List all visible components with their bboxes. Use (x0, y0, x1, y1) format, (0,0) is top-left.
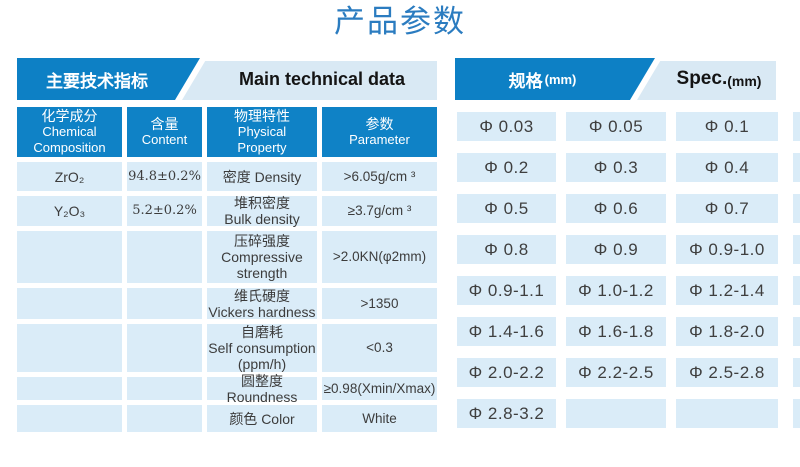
table-cell-content (127, 377, 202, 400)
column-header-en: Chemical Composition (33, 124, 106, 155)
table-cell-chem (17, 324, 122, 372)
spec-cell: Φ 1.2-1.4 (676, 276, 778, 305)
spec-cell: Φ 0.9 (566, 235, 666, 264)
header-title-en: Main technical data (238, 68, 406, 89)
spec-cell: Φ 1.4-1.6 (457, 317, 556, 346)
table-cell-property: 维氏硬度 Vickers hardness (207, 287, 317, 320)
table-cell-content (127, 324, 202, 372)
table-cell-param: >1350 (322, 288, 437, 319)
spec-cell: Φ 2.2-2.5 (566, 358, 666, 387)
main-technical-data-header: 主要技术指标 Main technical data (17, 58, 437, 100)
header-blue-ribbon (17, 58, 200, 100)
table-cell-content: 5.2±0.2% (127, 196, 202, 226)
spec-cell-clipped (793, 358, 800, 387)
column-header-zh: 参数 (365, 116, 394, 132)
table-cell-property: 圆整度 Roundness (207, 373, 317, 405)
spec-cell: Φ 1.6-1.8 (566, 317, 666, 346)
table-cell-property: 自磨耗 Self consumption (ppm/h) (207, 324, 317, 372)
spec-header: 规格 (mm) Spec. (mm) (455, 58, 776, 100)
spec-grid: Φ 0.03 Φ 0.05 Φ 0.1 Φ 0.2 Φ 0.3 Φ 0.4 Φ … (457, 112, 778, 428)
technical-data-table: 化学成分 Chemical Composition 含量 Content 物理特… (17, 107, 437, 432)
table-cell-chem (17, 231, 122, 283)
column-header-chemical-composition: 化学成分 Chemical Composition (17, 107, 122, 157)
table-cell-param: <0.3 (322, 324, 437, 372)
spec-cell: Φ 0.05 (566, 112, 666, 141)
table-cell-property: 密度 Density (207, 162, 317, 191)
spec-cell-clipped (793, 317, 800, 346)
spec-cell: Φ 0.6 (566, 194, 666, 223)
header-title-zh: 主要技术指标 (46, 71, 148, 91)
table-cell-chem: Y₂O₃ (17, 196, 122, 226)
spec-cell: Φ 2.0-2.2 (457, 358, 556, 387)
spec-title-zh: 规格 (mm) (455, 58, 630, 100)
table-cell-param: White (322, 405, 437, 432)
spec-cell: Φ 2.8-3.2 (457, 399, 556, 428)
spec-cell: Φ 0.9-1.0 (676, 235, 778, 264)
spec-cell: Φ 0.7 (676, 194, 778, 223)
spec-cell-clipped (793, 194, 800, 223)
table-cell-content: 94.8±0.2% (127, 162, 202, 191)
spec-cell: Φ 1.8-2.0 (676, 317, 778, 346)
table-cell-property: 压碎强度 Compressive strength (207, 231, 317, 283)
table-cell-param: >6.05g/cm ³ (322, 162, 437, 191)
spec-cell: Φ 0.2 (457, 153, 556, 182)
column-header-parameter: 参数 Parameter (322, 107, 437, 157)
table-cell-content (127, 405, 202, 432)
column-header-en: Physical Property (237, 124, 287, 155)
spec-cell: Φ 0.9-1.1 (457, 276, 556, 305)
spec-cell: Φ 0.03 (457, 112, 556, 141)
spec-cell: Φ 0.4 (676, 153, 778, 182)
table-cell-content (127, 231, 202, 283)
spec-title-en-text: Spec. (676, 68, 728, 89)
spec-cell (676, 399, 778, 428)
spec-title-zh-unit: (mm) (544, 71, 577, 87)
spec-cell: Φ 2.5-2.8 (676, 358, 778, 387)
column-header-en: Content (141, 132, 188, 147)
column-header-zh: 化学成分 (41, 108, 98, 124)
spec-cell: Φ 0.5 (457, 194, 556, 223)
table-cell-property: 颜色 Color (207, 405, 317, 432)
spec-title-en-unit: (mm) (727, 72, 762, 89)
table-cell-chem (17, 377, 122, 400)
spec-title-en: Spec. (mm) (662, 58, 776, 100)
column-header-physical-property: 物理特性 Physical Property (207, 107, 317, 157)
spec-cell (566, 399, 666, 428)
spec-cell: Φ 1.0-1.2 (566, 276, 666, 305)
spec-title-zh-text: 规格 (508, 71, 543, 91)
table-cell-content (127, 288, 202, 319)
spec-grid-clipped-column (793, 112, 800, 428)
spec-cell-clipped (793, 153, 800, 182)
spec-cell-clipped (793, 276, 800, 305)
table-cell-param: ≥0.98(Xmin/Xmax) (322, 377, 437, 400)
column-header-zh: 含量 (150, 116, 179, 132)
table-cell-chem (17, 288, 122, 319)
header-blue-ribbon (455, 58, 655, 100)
spec-cell: Φ 0.1 (676, 112, 778, 141)
spec-cell: Φ 0.8 (457, 235, 556, 264)
table-cell-chem (17, 405, 122, 432)
table-cell-param: >2.0KN(φ2mm) (322, 231, 437, 283)
table-cell-property: 堆积密度 Bulk density (207, 195, 317, 227)
spec-cell: Φ 0.3 (566, 153, 666, 182)
spec-cell-clipped (793, 112, 800, 141)
spec-cell-clipped (793, 399, 800, 428)
column-header-content: 含量 Content (127, 107, 202, 157)
page-title: 产品参数 (334, 4, 466, 40)
column-header-zh: 物理特性 (234, 108, 290, 124)
table-cell-chem: ZrO₂ (17, 162, 122, 191)
spec-cell-clipped (793, 235, 800, 264)
table-cell-param: ≥3.7g/cm ³ (322, 196, 437, 226)
column-header-en: Parameter (349, 132, 410, 147)
